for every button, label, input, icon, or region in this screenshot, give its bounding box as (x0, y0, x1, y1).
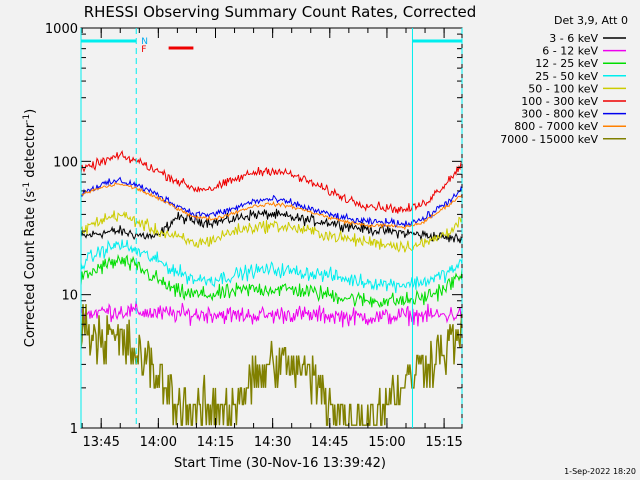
y-label-part-1: Corrected Count Rate (s (23, 191, 38, 348)
legend-label-5: 50 - 100 keV (528, 82, 598, 95)
series-line-7 (81, 176, 462, 228)
y-axis-label: Corrected Count Rate (s-1 detector-1) (22, 109, 38, 347)
x-tick-label-2: 14:00 (140, 435, 177, 450)
legend-label-4: 25 - 50 keV (535, 70, 598, 83)
legend-label-7: 300 - 800 keV (521, 108, 598, 121)
legend-label-1: 3 - 6 keV (549, 32, 598, 45)
y-tick-label-1: 1 (70, 422, 78, 437)
y-label-sup-1: -1 (22, 182, 32, 191)
y-tick-label-2: 10 (61, 289, 78, 304)
night-flag: N (141, 37, 148, 47)
x-tick-label-4: 14:30 (254, 435, 291, 450)
series-line-8 (81, 182, 462, 231)
legend-label-8: 800 - 7000 keV (514, 120, 598, 133)
series-line-3 (81, 253, 462, 309)
x-tick-label-6: 15:00 (368, 435, 405, 450)
legend-label-3: 12 - 25 keV (535, 57, 598, 70)
x-tick-label-3: 14:15 (197, 435, 234, 450)
y-label-sup-2: -1 (22, 114, 32, 123)
series-line-5 (81, 210, 462, 253)
legend-label-6: 100 - 300 keV (521, 95, 598, 108)
series-line-4 (81, 239, 462, 294)
legend-label-2: 6 - 12 keV (542, 45, 598, 58)
y-label-part-3: ) (23, 109, 38, 114)
legend-label-9: 7000 - 15000 keV (500, 133, 598, 146)
x-axis-label: Start Time (30-Nov-16 13:39:42) (174, 456, 386, 471)
y-label-part-2: detector (23, 122, 38, 182)
series-line-2 (81, 300, 462, 328)
series-line-6 (81, 150, 462, 214)
y-tick-label-3: 100 (53, 155, 78, 170)
x-tick-label-7: 15:15 (425, 435, 462, 450)
y-tick-label-4: 1000 (45, 22, 78, 37)
flare-flag: F (141, 45, 146, 55)
legend-header: Det 3,9, Att 0 (554, 14, 628, 27)
x-tick-label-1: 13:45 (82, 435, 119, 450)
chart-title: RHESSI Observing Summary Count Rates, Co… (84, 3, 477, 21)
series-line-9 (81, 304, 462, 426)
x-tick-label-5: 14:45 (311, 435, 348, 450)
series-line-1 (81, 208, 462, 244)
footer-timestamp: 1-Sep-2022 18:20 (564, 467, 636, 476)
